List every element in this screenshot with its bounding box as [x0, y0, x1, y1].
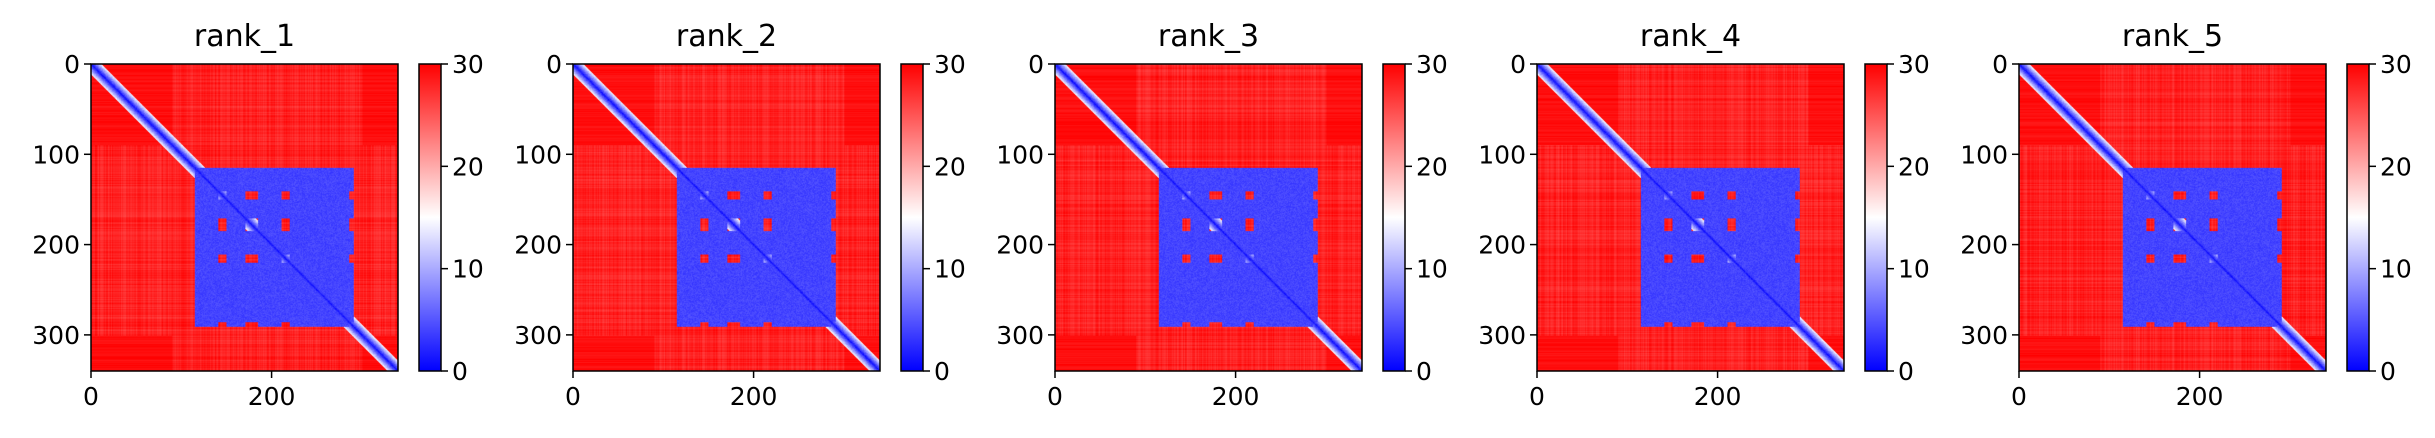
- heatmap-panel-3: rank_3 0 200 0 100 200 300 0 10 20 30: [996, 19, 1448, 411]
- x-tick-label: 200: [1212, 382, 1260, 411]
- x-tick-label: 0: [1529, 382, 1545, 411]
- heatmap-image: [1055, 64, 1362, 371]
- colorbar-tick-label: 10: [1416, 255, 1448, 284]
- axes-frame: [1054, 63, 1363, 372]
- y-tick-label: 0: [1028, 50, 1044, 79]
- x-tick-label: 200: [248, 382, 296, 411]
- colorbar-tick-label: 30: [1898, 50, 1930, 79]
- y-tick-label: 100: [514, 140, 562, 169]
- colorbar-tick-label: 0: [1416, 357, 1432, 386]
- x-tick-label: 0: [1047, 382, 1063, 411]
- y-tick-label: 100: [32, 140, 80, 169]
- colorbar-tick-label: 30: [2380, 50, 2412, 79]
- colorbar: 0 10 20 30: [1382, 50, 1448, 386]
- y-tick-label: 200: [1960, 231, 2008, 260]
- colorbar-gradient: [900, 63, 924, 372]
- colorbar-gradient: [418, 63, 442, 372]
- axes-frame: [1536, 63, 1845, 372]
- y-tick-label: 100: [1960, 140, 2008, 169]
- panel-title: rank_3: [1158, 19, 1259, 54]
- y-tick-label: 0: [64, 50, 80, 79]
- colorbar: 0 10 20 30: [418, 50, 484, 386]
- colorbar-tick-label: 10: [2380, 255, 2412, 284]
- colorbar-tick-label: 30: [1416, 50, 1448, 79]
- heatmap-image: [2019, 64, 2326, 371]
- panel-title: rank_5: [2122, 19, 2223, 54]
- colorbar-gradient: [2346, 63, 2370, 372]
- colorbar-tick-label: 20: [1898, 152, 1930, 181]
- heatmap-panel-5: rank_5 0 200 0 100 200 300 0 10 20 30: [1960, 19, 2412, 411]
- colorbar-tick-label: 0: [1898, 357, 1914, 386]
- axes-frame: [90, 63, 399, 372]
- y-tick-label: 200: [32, 231, 80, 260]
- colorbar-tick-label: 20: [452, 152, 484, 181]
- heatmap-panel-2: rank_2 0 200 0 100 200 300 0 10 20 30: [514, 19, 966, 411]
- y-tick-label: 300: [514, 321, 562, 350]
- y-tick-label: 100: [1478, 140, 1526, 169]
- x-tick-label: 200: [2176, 382, 2224, 411]
- y-tick-label: 300: [1960, 321, 2008, 350]
- y-tick-label: 100: [996, 140, 1044, 169]
- y-tick-label: 200: [514, 231, 562, 260]
- axes-frame: [572, 63, 881, 372]
- colorbar-tick-label: 0: [452, 357, 468, 386]
- colorbar-tick-label: 20: [2380, 152, 2412, 181]
- heatmap-image: [91, 64, 398, 371]
- panel-title: rank_4: [1640, 19, 1741, 54]
- x-tick-label: 0: [2011, 382, 2027, 411]
- x-tick-label: 0: [83, 382, 99, 411]
- panel-title: rank_1: [194, 19, 295, 54]
- y-tick-label: 300: [32, 321, 80, 350]
- colorbar-tick-label: 30: [452, 50, 484, 79]
- y-tick-label: 0: [1510, 50, 1526, 79]
- x-tick-label: 200: [1694, 382, 1742, 411]
- heatmap-panel-1: rank_1 0 200 0 100 200 300 0 10 20 30: [32, 19, 484, 411]
- colorbar-tick-label: 0: [934, 357, 950, 386]
- colorbar-tick-label: 10: [452, 255, 484, 284]
- colorbar-gradient: [1382, 63, 1406, 372]
- colorbar-tick-label: 20: [934, 152, 966, 181]
- y-tick-label: 0: [1992, 50, 2008, 79]
- heatmap-panel-4: rank_4 0 200 0 100 200 300 0 10 20 30: [1478, 19, 1930, 411]
- colorbar-tick-label: 30: [934, 50, 966, 79]
- colorbar-gradient: [1864, 63, 1888, 372]
- panel-title: rank_2: [676, 19, 777, 54]
- colorbar-tick-label: 0: [2380, 357, 2396, 386]
- axes-frame: [2018, 63, 2327, 372]
- colorbar: 0 10 20 30: [900, 50, 966, 386]
- y-tick-label: 0: [546, 50, 562, 79]
- heatmap-image: [573, 64, 880, 371]
- x-tick-label: 200: [730, 382, 778, 411]
- colorbar-tick-label: 20: [1416, 152, 1448, 181]
- y-tick-label: 200: [996, 231, 1044, 260]
- y-tick-label: 200: [1478, 231, 1526, 260]
- colorbar-tick-label: 10: [934, 255, 966, 284]
- y-tick-label: 300: [996, 321, 1044, 350]
- colorbar: 0 10 20 30: [2346, 50, 2412, 386]
- colorbar: 0 10 20 30: [1864, 50, 1930, 386]
- x-tick-label: 0: [565, 382, 581, 411]
- heatmap-image: [1537, 64, 1844, 371]
- colorbar-tick-label: 10: [1898, 255, 1930, 284]
- y-tick-label: 300: [1478, 321, 1526, 350]
